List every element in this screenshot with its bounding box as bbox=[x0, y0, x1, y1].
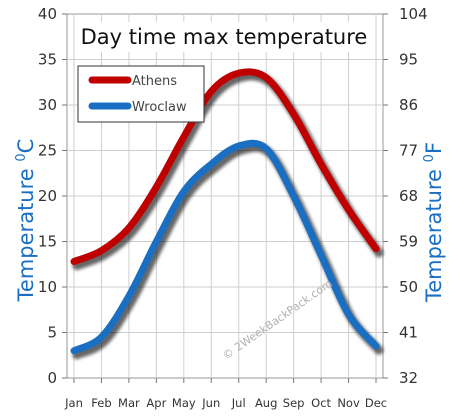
left-tick-label: 35 bbox=[38, 51, 57, 69]
x-tick-label: Aug bbox=[255, 396, 277, 410]
data-point-wroclaw-dec bbox=[375, 345, 377, 347]
series-line-wroclaw bbox=[70, 139, 380, 355]
data-point-athens-aug bbox=[265, 77, 267, 79]
right-tick-label: 95 bbox=[399, 51, 418, 69]
x-tick-label: Mar bbox=[118, 396, 140, 410]
left-tick-label: 15 bbox=[38, 233, 57, 251]
data-point-athens-mar bbox=[128, 227, 130, 229]
left-tick-label: 40 bbox=[38, 5, 57, 23]
data-point-athens-jun bbox=[210, 90, 212, 92]
data-point-athens-apr bbox=[155, 186, 157, 188]
series-line-athens bbox=[70, 68, 380, 266]
title-box bbox=[80, 22, 368, 52]
left-tick-label: 5 bbox=[47, 324, 57, 342]
legend-label-wroclaw: Wroclaw bbox=[132, 100, 187, 115]
x-tick-label: Oct bbox=[311, 396, 331, 410]
data-point-wroclaw-apr bbox=[155, 241, 157, 242]
x-axis-ticks: Jan Feb Mar Apr May Jun Jul Aug Sep Oct Nov Dec bbox=[64, 378, 387, 410]
left-tick-label: 10 bbox=[38, 278, 57, 296]
right-tick-label: 77 bbox=[399, 142, 418, 160]
right-tick-label: 32 bbox=[399, 369, 418, 387]
x-tick-label: Jan bbox=[64, 396, 83, 410]
legend-label-athens: Athens bbox=[132, 74, 177, 89]
data-point-wroclaw-feb bbox=[100, 336, 102, 338]
left-axis-label: Temperature 0C bbox=[14, 139, 38, 303]
data-point-athens-sep bbox=[293, 113, 295, 115]
x-tick-label: Apr bbox=[146, 396, 166, 410]
data-point-athens-oct bbox=[320, 163, 322, 165]
right-tick-label: 59 bbox=[399, 233, 418, 251]
data-point-athens-jan bbox=[73, 261, 75, 263]
data-point-athens-dec bbox=[375, 248, 377, 250]
data-point-wroclaw-jun bbox=[210, 163, 212, 165]
x-tick-label: Feb bbox=[91, 396, 111, 410]
right-tick-label: 41 bbox=[399, 324, 418, 342]
data-point-athens-feb bbox=[100, 250, 102, 252]
data-point-athens-jul bbox=[238, 72, 240, 74]
data-point-wroclaw-aug bbox=[265, 148, 267, 150]
data-point-wroclaw-oct bbox=[320, 254, 322, 256]
right-axis-label: Temperature 0F bbox=[422, 142, 446, 303]
legend: Athens Wroclaw bbox=[77, 65, 205, 123]
right-tick-label: 86 bbox=[399, 96, 418, 114]
left-y-axis-ticks: 0 5 10 15 20 25 30 35 40 bbox=[38, 5, 67, 387]
x-tick-label: Nov bbox=[337, 396, 360, 410]
data-point-wroclaw-sep bbox=[293, 195, 295, 197]
left-tick-label: 0 bbox=[47, 369, 57, 387]
right-tick-label: 104 bbox=[399, 5, 428, 23]
data-point-wroclaw-nov bbox=[348, 313, 350, 315]
data-point-wroclaw-jul bbox=[238, 145, 240, 147]
series-layer bbox=[70, 68, 384, 360]
left-tick-label: 25 bbox=[38, 142, 57, 160]
left-tick-label: 30 bbox=[38, 96, 57, 114]
data-point-wroclaw-may bbox=[183, 190, 185, 192]
x-tick-label: Jul bbox=[231, 396, 246, 410]
x-tick-label: Sep bbox=[283, 396, 305, 410]
right-tick-label: 50 bbox=[399, 278, 418, 296]
data-point-wroclaw-mar bbox=[128, 295, 130, 297]
right-y-axis-ticks: 32 41 50 59 68 77 86 95 104 bbox=[383, 5, 428, 387]
right-tick-label: 68 bbox=[399, 187, 418, 205]
x-tick-label: Jun bbox=[201, 396, 220, 410]
data-point-athens-may bbox=[183, 136, 185, 138]
left-tick-label: 20 bbox=[38, 187, 57, 205]
legend-box bbox=[77, 65, 205, 123]
x-tick-label: May bbox=[172, 396, 196, 410]
data-point-athens-nov bbox=[348, 209, 350, 211]
data-point-wroclaw-jan bbox=[73, 350, 75, 352]
chart-title: Day time max temperature bbox=[81, 25, 368, 49]
x-tick-label: Dec bbox=[365, 396, 387, 410]
